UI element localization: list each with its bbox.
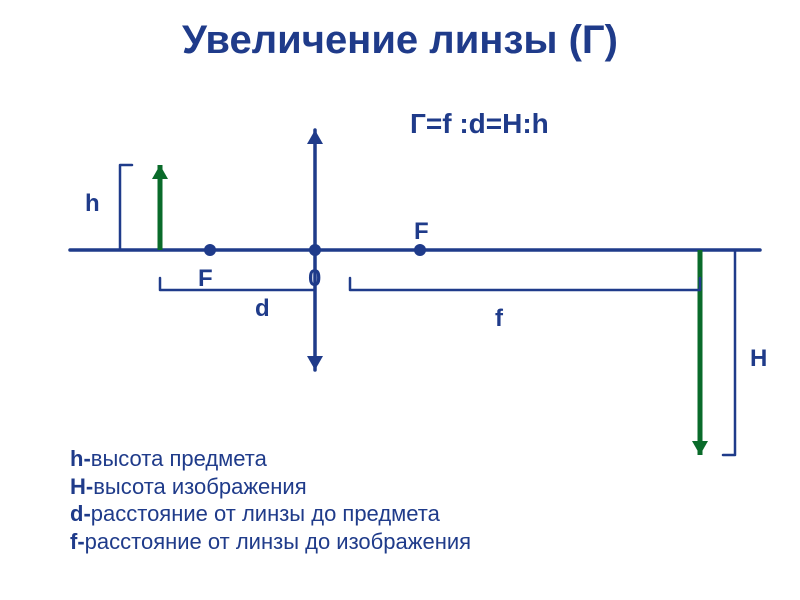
legend-text: расстояние от линзы до изображения	[85, 529, 471, 554]
legend-sym: d-	[70, 501, 91, 526]
legend-sym: h-	[70, 446, 91, 471]
legend-sym: H-	[70, 474, 93, 499]
legend-line-h: h-высота предмета	[70, 445, 730, 473]
legend-line-f: f-расстояние от линзы до изображения	[70, 528, 730, 556]
diagram-stage: Увеличение линзы (Г) Г=f :d=H:h h F 0 F …	[0, 0, 800, 600]
legend-text: высота изображения	[93, 474, 306, 499]
legend-text: расстояние от линзы до предмета	[91, 501, 440, 526]
legend-line-H: H-высота изображения	[70, 473, 730, 501]
legend-line-d: d-расстояние от линзы до предмета	[70, 500, 730, 528]
legend-sym: f-	[70, 529, 85, 554]
legend: h-высота предмета H-высота изображения d…	[70, 445, 730, 555]
legend-text: высота предмета	[91, 446, 267, 471]
